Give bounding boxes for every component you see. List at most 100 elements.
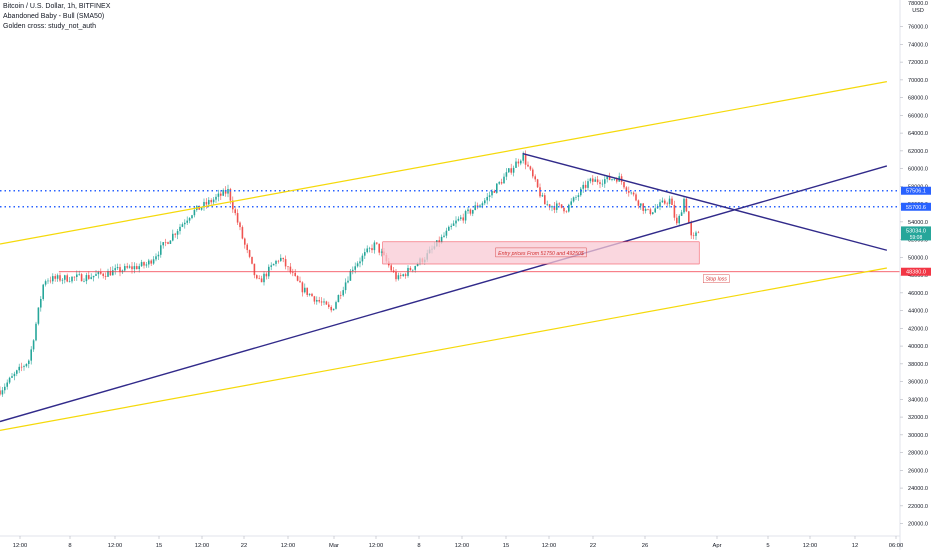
candle-body [553,206,556,210]
candle-body [176,231,179,235]
candle-body [664,200,666,204]
candle-body [623,181,625,188]
price-label-countdown: 59:08 [910,235,923,241]
price-tick-label: 62000.0 [908,149,928,155]
candle-body [275,260,277,264]
candle-body [64,275,66,280]
candle-body [455,220,457,224]
candle-body [688,211,690,223]
candle-body [464,211,467,221]
candle-body [296,275,299,281]
candle-body [83,281,85,282]
candle-body [668,198,671,205]
entry-zone [382,241,700,265]
candle-body [169,240,172,244]
time-tick-label: 12:00 [803,543,818,549]
price-tick-label: 74000.0 [908,42,928,48]
candle-body [119,267,121,273]
candle-body [402,274,404,277]
candle-body [335,302,337,309]
candle-body [35,323,37,341]
candle-body [272,263,275,266]
candle-body [613,179,616,180]
entry-zone-label-box [495,247,587,258]
candle-body [373,242,376,251]
candle-body [659,202,661,207]
candle-body [364,252,366,256]
candle-body [616,179,618,182]
candle-body [8,377,11,383]
time-tick-label: 8 [417,543,420,549]
price-tick-label: 28000.0 [908,451,928,457]
candle-body [193,209,196,216]
candle-body [138,266,140,270]
candle-body [78,274,80,275]
entry-zone-label: Entry prices From 51750 and 49250$ [498,251,584,257]
candle-body [534,176,536,180]
candle-body [570,201,572,205]
candle-body [524,154,527,165]
candle-body [4,386,6,391]
candle-body [215,196,217,200]
price-tick-label: 42000.0 [908,326,928,332]
candle-body [140,262,143,267]
symbol-title[interactable]: Bitcoin / U.S. Dollar, 1h, BITFINEX [3,3,111,10]
candle-body [517,161,520,164]
candle-body [160,245,162,255]
price-label-tag [901,186,931,195]
candle-body [356,263,359,267]
candle-body [224,189,227,194]
candle-body [304,287,306,293]
candle-body [308,293,311,295]
candle-body [320,301,323,303]
candle-body [469,209,472,214]
time-tick-label: Apr [712,543,721,549]
candle-body [313,296,316,302]
candle-body [397,275,400,280]
candle-body [366,248,368,253]
candle-body [673,204,676,218]
candle-body [361,255,364,262]
candle-body [323,301,325,303]
price-tick-label: 38000.0 [908,362,928,368]
candle-body [560,204,563,208]
candle-body [222,189,224,196]
candle-body [395,271,397,280]
indicator-abandoned-baby[interactable]: Abandoned Baby - Bull (SMA50) [3,13,105,20]
candle-body [52,276,54,282]
candle-body [143,262,145,266]
candle-body [587,181,589,188]
price-tick-label: 70000.0 [908,78,928,84]
candle-body [500,182,503,184]
candle-body [539,187,541,197]
candle-body [277,260,280,262]
candle-body [349,270,352,281]
candle-body [234,209,236,214]
candle-body [666,203,668,205]
candle-body [244,238,246,245]
candle-body [503,176,505,184]
candle-body [95,274,97,276]
indicator-golden-cross[interactable]: Golden cross: study_not_auth [3,23,97,30]
candle-body [640,203,642,206]
candle-body [164,242,167,243]
time-tick-label: 12:00 [281,543,296,549]
candle-body [311,293,313,297]
candle-body [102,273,104,276]
candle-body [25,363,28,367]
candle-body [263,273,265,283]
time-tick-label: 15 [156,543,162,549]
candle-body [661,200,664,203]
candle-body [49,280,52,282]
candle-body [181,224,184,227]
candle-body [440,236,443,243]
candle-body [253,263,256,276]
candle-body [294,272,296,276]
candle-body [76,274,78,277]
candle-body [510,168,512,173]
candle-body [66,275,68,282]
price-tick-label: 54000.0 [908,220,928,226]
